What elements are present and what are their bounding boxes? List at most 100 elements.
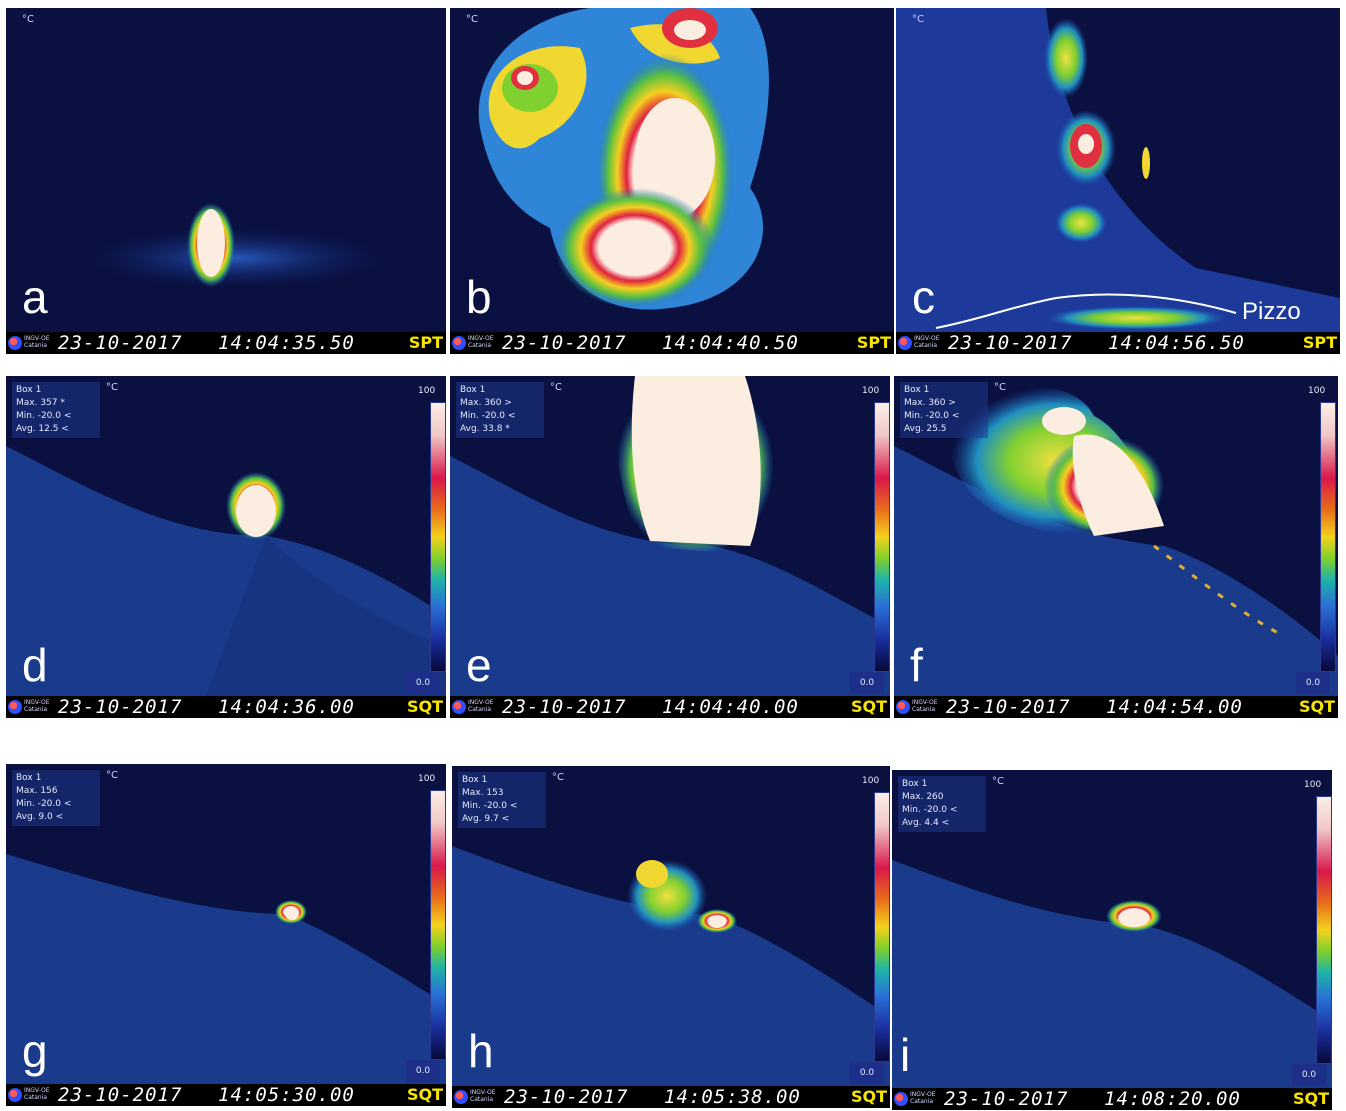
box-title: Box 1	[462, 775, 488, 785]
camera-mode-label: SQT	[850, 697, 887, 716]
measurement-box: Box 1 Max. 153 Min. -20.0 < Avg. 9.7 <	[458, 772, 546, 828]
camera-mode-label: SQT	[1298, 697, 1335, 716]
pizzo-label: Pizzo	[1242, 298, 1301, 325]
status-footer: INGV-OE Catania 23-10-2017 14:04:40.00 S…	[450, 696, 890, 718]
thermal-image	[450, 376, 890, 696]
color-scale-bar	[430, 402, 446, 672]
avg-value: Avg. 33.8 *	[460, 424, 510, 434]
scale-max-label: 100	[862, 776, 880, 786]
panel-letter: c	[912, 271, 935, 323]
thermal-panel-e: Box 1 Max. 360 > Min. -20.0 < Avg. 33.8 …	[450, 376, 890, 718]
max-value: Max. 156	[16, 786, 58, 796]
ingv-logo-icon	[898, 336, 912, 350]
date-label: 23-10-2017	[946, 696, 1071, 718]
thermal-panel-i: Box 1 Max. 260 Min. -20.0 < Avg. 4.4 < °…	[892, 770, 1332, 1110]
unit-label: °C	[106, 770, 118, 781]
min-value: Min. -20.0 <	[16, 799, 72, 809]
camera-mode-label: SPT	[1302, 333, 1337, 352]
date-label: 23-10-2017	[504, 1086, 629, 1108]
ingv-logo-icon	[896, 700, 910, 714]
thermal-image	[6, 376, 446, 696]
color-scale-bar	[430, 790, 446, 1060]
scale-max-label: 100	[862, 386, 880, 396]
box-title: Box 1	[902, 779, 928, 789]
avg-value: Avg. 12.5 <	[16, 424, 69, 434]
org-label: INGV-OE Catania	[468, 699, 494, 713]
thermal-panel-f: Box 1 Max. 360 > Min. -20.0 < Avg. 25.5 …	[894, 376, 1338, 718]
unit-label: °C	[552, 772, 564, 783]
box-title: Box 1	[460, 385, 486, 395]
thermal-image	[450, 8, 894, 332]
time-label: 14:08:20.00	[1104, 1088, 1241, 1110]
measurement-box: Box 1 Max. 360 > Min. -20.0 < Avg. 25.5	[900, 382, 988, 438]
min-value: Min. -20.0 <	[460, 411, 516, 421]
thermal-image	[6, 8, 446, 332]
org-label: INGV-OE Catania	[470, 1089, 496, 1103]
time-label: 14:05:30.00	[218, 1084, 355, 1106]
date-label: 23-10-2017	[948, 332, 1073, 354]
status-footer: INGV-OE Catania 23-10-2017 14:04:56.50 S…	[896, 332, 1340, 354]
unit-label: °C	[912, 14, 924, 25]
date-label: 23-10-2017	[58, 1084, 183, 1106]
scale-min-label: 0.0	[1292, 1064, 1326, 1086]
panel-letter: h	[468, 1025, 494, 1077]
unit-label: °C	[22, 14, 34, 25]
ingv-logo-icon	[8, 336, 22, 350]
date-label: 23-10-2017	[58, 696, 183, 718]
ingv-logo-icon	[454, 1090, 468, 1104]
panel-letter: a	[22, 271, 48, 323]
unit-label: °C	[466, 14, 478, 25]
status-footer: INGV-OE Catania 23-10-2017 14:08:20.00 S…	[892, 1088, 1332, 1110]
thermal-panel-c: °C c Pizzo INGV-OE Catania 23-10-2017 14…	[896, 8, 1340, 354]
thermal-image	[6, 764, 446, 1084]
thermal-panel-h: Box 1 Max. 153 Min. -20.0 < Avg. 9.7 < °…	[452, 766, 890, 1108]
max-value: Max. 360 >	[460, 398, 512, 408]
thermal-panel-g: Box 1 Max. 156 Min. -20.0 < Avg. 9.0 < °…	[6, 764, 446, 1106]
thermal-image	[896, 8, 1340, 332]
status-footer: INGV-OE Catania 23-10-2017 14:04:36.00 S…	[6, 696, 446, 718]
date-label: 23-10-2017	[502, 696, 627, 718]
org-label: INGV-OE Catania	[24, 335, 50, 349]
measurement-box: Box 1 Max. 360 > Min. -20.0 < Avg. 33.8 …	[456, 382, 544, 438]
time-label: 14:05:38.00	[664, 1086, 801, 1108]
unit-label: °C	[994, 382, 1006, 393]
org-label: INGV-OE Catania	[24, 699, 50, 713]
panel-letter: b	[466, 271, 492, 323]
measurement-box: Box 1 Max. 357 * Min. -20.0 < Avg. 12.5 …	[12, 382, 100, 438]
measurement-box: Box 1 Max. 156 Min. -20.0 < Avg. 9.0 <	[12, 770, 100, 826]
org-label: INGV-OE Catania	[24, 1087, 50, 1101]
avg-value: Avg. 25.5	[904, 424, 947, 434]
ingv-logo-icon	[8, 700, 22, 714]
camera-mode-label: SQT	[406, 697, 443, 716]
scale-max-label: 100	[418, 386, 436, 396]
time-label: 14:04:40.00	[662, 696, 799, 718]
camera-mode-label: SPT	[408, 333, 443, 352]
max-value: Max. 357 *	[16, 398, 65, 408]
date-label: 23-10-2017	[944, 1088, 1069, 1110]
min-value: Min. -20.0 <	[904, 411, 960, 421]
thermal-image	[894, 376, 1338, 696]
ingv-logo-icon	[894, 1092, 908, 1106]
org-label: INGV-OE Catania	[912, 699, 938, 713]
time-label: 14:04:54.00	[1106, 696, 1243, 718]
ingv-logo-icon	[452, 336, 466, 350]
avg-value: Avg. 9.7 <	[462, 814, 510, 824]
time-label: 14:04:36.00	[218, 696, 355, 718]
min-value: Min. -20.0 <	[16, 411, 72, 421]
panel-letter: e	[466, 639, 492, 691]
status-footer: INGV-OE Catania 23-10-2017 14:05:38.00 S…	[452, 1086, 890, 1108]
max-value: Max. 360 >	[904, 398, 956, 408]
color-scale-bar	[1316, 796, 1332, 1064]
camera-mode-label: SQT	[1292, 1089, 1329, 1108]
scale-max-label: 100	[418, 774, 436, 784]
date-label: 23-10-2017	[58, 332, 183, 354]
box-title: Box 1	[904, 385, 930, 395]
thermal-panel-b: °C b INGV-OE Catania 23-10-2017 14:04:40…	[450, 8, 894, 354]
time-label: 14:04:40.50	[662, 332, 799, 354]
panel-letter: f	[910, 639, 923, 691]
status-footer: INGV-OE Catania 23-10-2017 14:05:30.00 S…	[6, 1084, 446, 1106]
scale-max-label: 100	[1304, 780, 1322, 790]
thermal-panel-a: °C a INGV-OE Catania 23-10-2017 14:04:35…	[6, 8, 446, 354]
time-label: 14:04:56.50	[1108, 332, 1245, 354]
org-label: INGV-OE Catania	[914, 335, 940, 349]
